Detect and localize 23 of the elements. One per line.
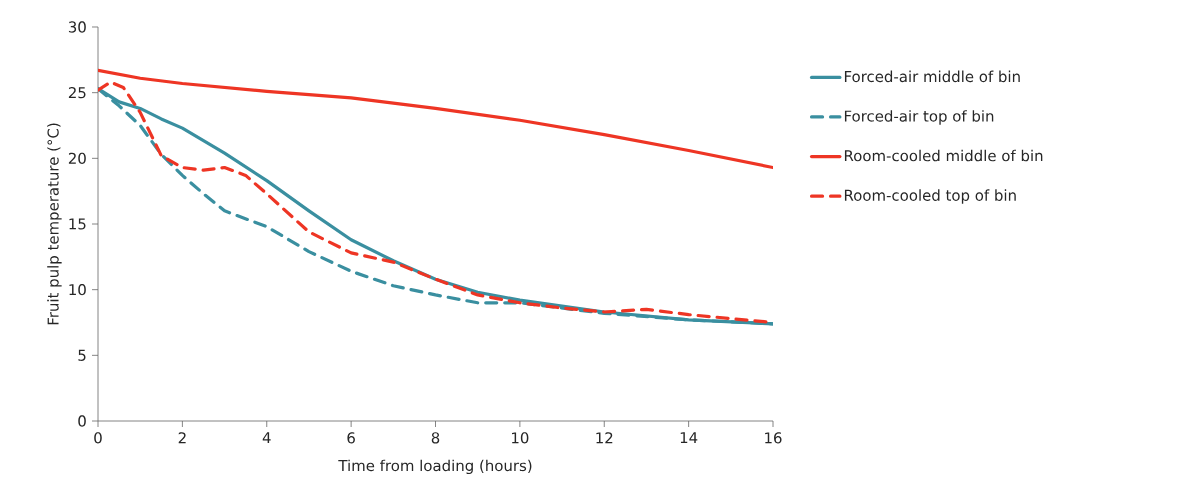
x-tick-label: 14	[680, 432, 698, 444]
x-tick-label: 8	[431, 432, 440, 444]
line-series	[98, 68, 774, 170]
legend-label: Forced-air top of bin	[844, 110, 994, 125]
y-tick-label: 20	[68, 152, 86, 164]
x-tick-label: 0	[94, 432, 102, 444]
x-tick-label: 4	[262, 432, 271, 444]
y-tick-label: 10	[69, 284, 86, 296]
y-tick-label: 0	[78, 415, 86, 427]
x-tick-label: 16	[765, 432, 782, 444]
y-tick-label: 30	[68, 21, 86, 33]
x-tick-label: 2	[178, 432, 186, 444]
legend-label: Room-cooled top of bin	[844, 189, 1016, 204]
y-tick-label: 15	[69, 218, 86, 230]
x-tick-label: 10	[512, 432, 529, 444]
legend-label: Room-cooled middle of bin	[844, 149, 1043, 162]
x-tick-label: 12	[596, 432, 613, 444]
y-tick-label: 5	[78, 349, 86, 361]
y-axis-title: Fruit pulp temperature (°C)	[47, 123, 62, 325]
legend-label: Forced-air middle of bin	[844, 70, 1020, 83]
x-axis-title: Time from loading (hours)	[338, 459, 532, 475]
y-tick-label: 25	[68, 87, 86, 99]
x-tick-label: 6	[347, 432, 355, 444]
